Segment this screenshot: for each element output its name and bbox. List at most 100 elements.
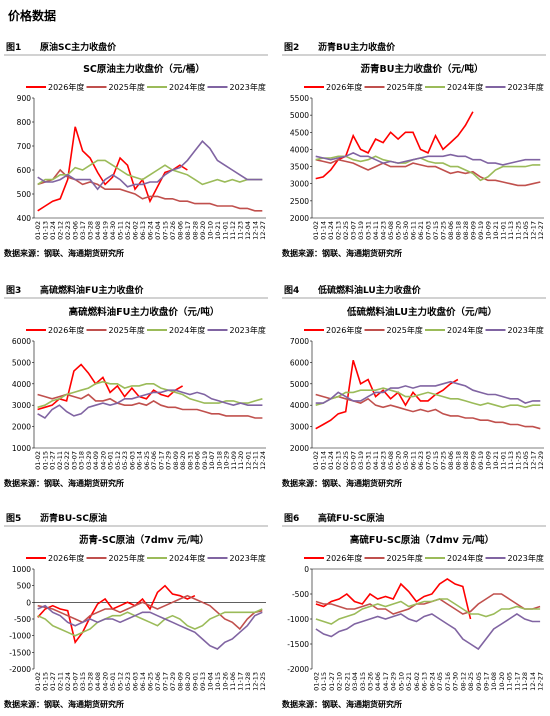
legend-label: 2024年度	[447, 553, 483, 563]
x-tick-label: 07-15	[432, 221, 440, 240]
source-note: 数据来源：钢联、海通期货研究所	[282, 478, 402, 488]
y-tick-label: 3500	[290, 163, 309, 172]
x-tick-label: 06-13	[139, 221, 147, 240]
x-tick-label: 03-28	[87, 221, 95, 240]
x-tick-label: 09-20	[199, 221, 207, 240]
y-tick-label: 7000	[290, 337, 309, 346]
y-tick-label: 1000	[12, 444, 31, 453]
x-tick-label: 09-06	[194, 451, 202, 470]
x-tick-label: 08-06	[447, 221, 455, 240]
x-tick-label: 11-28	[521, 672, 529, 691]
x-tick-label: 05-23	[121, 451, 129, 470]
x-tick-label: 07-04	[154, 221, 162, 240]
x-tick-label: 03-19	[357, 451, 365, 470]
source-note: 数据来源：钢联、海通期货研究所	[282, 699, 402, 709]
y-tick-label: 2000	[290, 214, 309, 223]
x-tick-label: 11-06	[229, 672, 237, 691]
x-tick-label: 08-06	[447, 451, 455, 470]
x-tick-label: 10-21	[492, 451, 500, 470]
x-tick-label: 06-02	[413, 672, 421, 691]
y-tick-label: 500	[17, 582, 32, 591]
x-tick-label: 06-11	[410, 221, 418, 240]
x-tick-label: 10-21	[492, 221, 500, 240]
x-tick-label: 10-09	[484, 451, 492, 470]
x-tick-label: 11-17	[513, 672, 521, 691]
y-tick-label: 3000	[12, 401, 31, 410]
x-tick-label: 05-30	[402, 221, 410, 240]
source-note: 数据来源：钢联、海通期货研究所	[282, 248, 402, 258]
x-tick-label: 04-20	[99, 451, 107, 470]
chart-title: 低硫燃料油LU主力收盘价（元/吨）	[346, 306, 497, 318]
x-tick-label: 12-29	[537, 451, 545, 470]
series-line	[315, 158, 541, 187]
x-tick-label: 01-27	[49, 672, 57, 691]
x-tick-label: 09-13	[199, 672, 207, 691]
x-tick-label: 03-31	[365, 221, 373, 240]
x-tick-label: 01-02	[312, 221, 320, 240]
x-tick-label: 11-13	[507, 221, 515, 240]
x-tick-label: 01-14	[320, 221, 328, 240]
y-tick-label: 5000	[290, 380, 309, 389]
figure-title: 沥青BU主力收盘价	[318, 41, 396, 53]
y-tick-label: 0	[304, 565, 309, 574]
x-tick-label: 08-18	[454, 221, 462, 240]
x-tick-label: 03-31	[365, 451, 373, 470]
x-tick-label: 03-19	[357, 221, 365, 240]
x-tick-label: 04-08	[94, 221, 102, 240]
series-line	[315, 380, 541, 404]
y-tick-label: -500	[14, 615, 31, 624]
series-line	[315, 593, 541, 615]
x-tick-label: 01-02	[34, 221, 42, 240]
x-tick-label: 02-11	[56, 451, 64, 470]
x-tick-label: 07-17	[161, 672, 169, 691]
x-tick-label: 06-14	[136, 451, 144, 470]
series-line	[315, 387, 541, 409]
x-tick-label: 11-25	[514, 221, 522, 240]
x-tick-label: 09-17	[483, 672, 491, 691]
x-tick-label: 08-28	[191, 221, 199, 240]
x-tick-label: 10-26	[221, 672, 229, 691]
y-tick-label: 800	[17, 118, 32, 127]
x-tick-label: 10-09	[484, 221, 492, 240]
legend-label: 2025年度	[109, 553, 145, 563]
y-tick-label: 3000	[290, 180, 309, 189]
x-tick-label: 07-25	[439, 451, 447, 470]
x-tick-label: 05-08	[387, 451, 395, 470]
y-tick-label: 6000	[290, 358, 309, 367]
x-tick-label: 09-09	[469, 451, 477, 470]
chart-title: SC原油主力收盘价（元/桶）	[83, 63, 205, 75]
series-line	[315, 578, 472, 620]
series-line	[37, 159, 263, 186]
x-tick-label: 01-14	[320, 451, 328, 470]
figure-title: 高硫FU-SC原油	[318, 512, 384, 524]
x-tick-label: 10-04	[206, 672, 214, 691]
x-tick-label: 03-07	[72, 672, 80, 691]
y-tick-label: 4000	[290, 401, 309, 410]
series-line	[37, 584, 196, 645]
legend-label: 2023年度	[230, 325, 266, 335]
x-tick-label: 03-15	[79, 672, 87, 691]
x-tick-label: 07-17	[157, 451, 165, 470]
x-tick-label: 03-07	[350, 451, 358, 470]
legend-label: 2026年度	[48, 325, 84, 335]
x-tick-label: 09-09	[469, 221, 477, 240]
y-tick-label: 900	[17, 94, 32, 103]
x-tick-label: 11-17	[236, 672, 244, 691]
series-line	[315, 613, 541, 651]
x-tick-label: 10-20	[498, 672, 506, 691]
legend-label: 2023年度	[230, 553, 266, 563]
x-tick-label: 03-07	[70, 451, 78, 470]
x-tick-label: 02-25	[342, 221, 350, 240]
x-tick-label: 07-15	[161, 221, 169, 240]
chart-title: 沥青-SC原油（7dmv 元/吨）	[79, 534, 209, 546]
x-tick-label: 11-01	[499, 451, 507, 470]
x-tick-label: 12-11	[252, 451, 260, 470]
legend-label: 2026年度	[326, 553, 362, 563]
x-tick-label: 09-19	[201, 451, 209, 470]
x-tick-label: 08-28	[462, 451, 470, 470]
y-tick-label: -500	[292, 590, 309, 599]
x-tick-label: 06-03	[132, 672, 140, 691]
x-tick-label: 06-14	[139, 672, 147, 691]
x-tick-label: 05-23	[124, 672, 132, 691]
